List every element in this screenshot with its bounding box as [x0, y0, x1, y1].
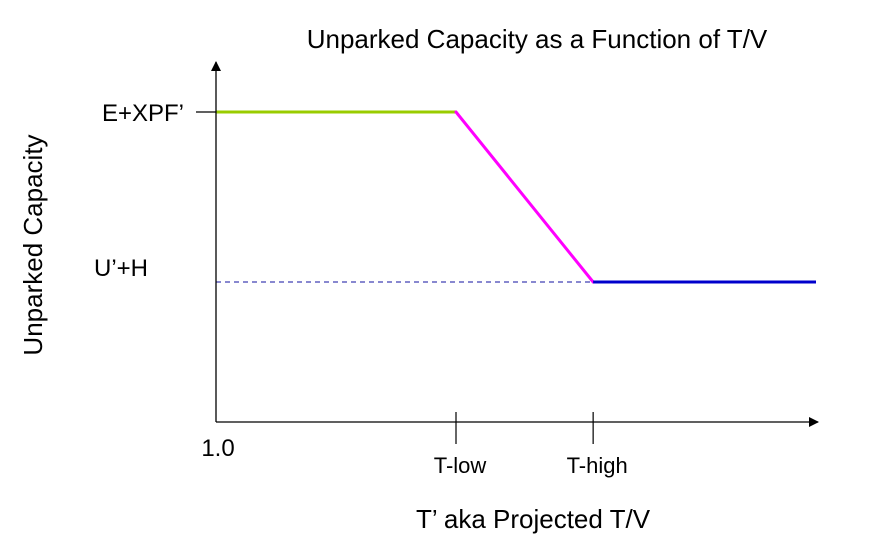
- x-axis-label: T’ aka Projected T/V: [416, 504, 651, 534]
- y-axis-label: Unparked Capacity: [18, 134, 48, 355]
- x-tick-label-t-low: T-low: [434, 453, 487, 478]
- y-tick-label-u-h: U’+H: [94, 255, 148, 282]
- y-tick-label-e-xpf: E+XPF’: [102, 100, 184, 127]
- x-origin-label: 1.0: [201, 435, 234, 462]
- segment-ramp-down: [454, 110, 595, 284]
- x-tick-label-t-high: T-high: [567, 453, 628, 478]
- chart-title: Unparked Capacity as a Function of T/V: [307, 24, 768, 54]
